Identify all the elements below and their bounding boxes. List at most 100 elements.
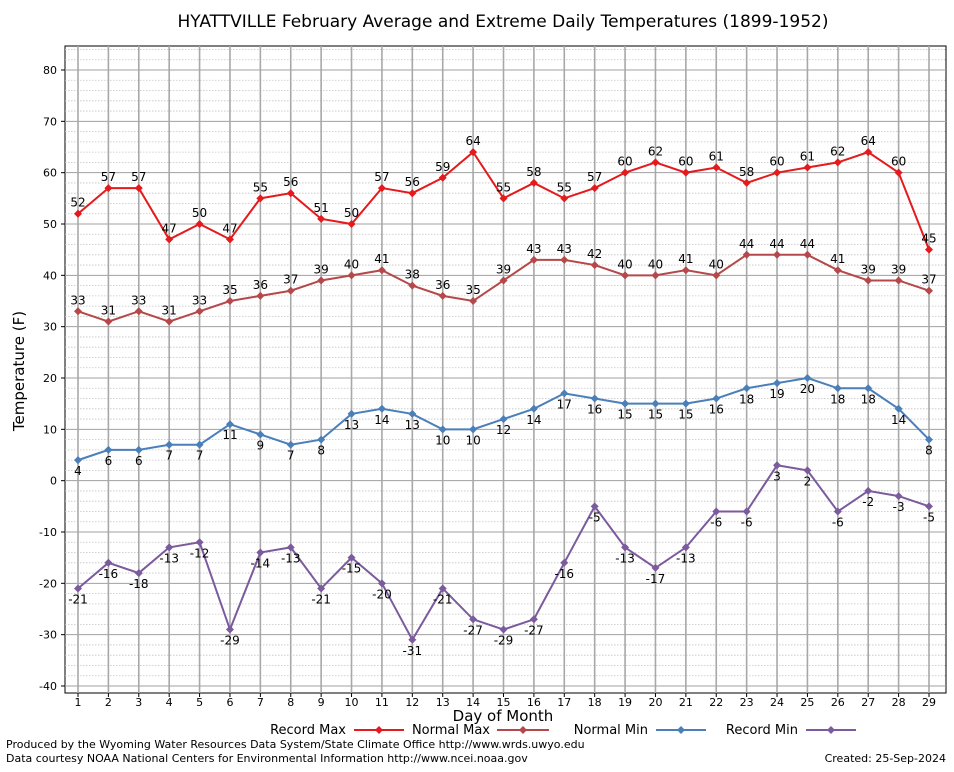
x-tick-label: 16 — [527, 696, 541, 709]
record-max-data-label: 55 — [496, 180, 511, 194]
record-max-point — [712, 163, 721, 172]
record-min-point — [833, 507, 842, 516]
record-max-point — [529, 178, 538, 187]
normal-max-point — [864, 276, 873, 285]
normal-max-data-label: 31 — [162, 304, 177, 318]
normal-max-point — [529, 255, 538, 264]
normal-min-point — [803, 374, 812, 382]
record-max-point — [317, 214, 326, 223]
record-min-data-label: -15 — [342, 562, 362, 576]
record-max-data-label: 57 — [101, 170, 116, 184]
record-min-point — [408, 635, 417, 644]
record-min-point — [286, 543, 295, 552]
record-min-point — [894, 492, 903, 501]
normal-max-data-label: 41 — [374, 252, 389, 266]
record-min-point — [134, 569, 143, 578]
x-tick-label: 12 — [405, 696, 419, 709]
record-max-point — [256, 194, 265, 203]
record-min-data-label: 2 — [804, 474, 812, 488]
x-tick-label: 19 — [618, 696, 632, 709]
record-max-data-label: 50 — [192, 206, 207, 220]
x-tick-label: 8 — [287, 696, 294, 709]
normal-min-data-label: 8 — [317, 444, 325, 458]
footer-created-date: Created: 25-Sep-2024 — [825, 752, 946, 765]
record-min-data-label: -14 — [251, 557, 271, 571]
normal-max-data-label: 39 — [861, 262, 876, 276]
record-min-point — [377, 579, 386, 588]
record-max-point — [742, 178, 751, 187]
normal-max-point — [833, 266, 842, 275]
normal-min-data-label: 14 — [891, 413, 906, 427]
legend-label-record-max: Record Max — [270, 723, 346, 738]
record-min-point — [742, 507, 751, 516]
normal-min-data-label: 13 — [405, 418, 420, 432]
record-max-data-label: 51 — [314, 201, 329, 215]
normal-min-data-label: 10 — [435, 433, 450, 447]
x-tick-label: 9 — [318, 696, 325, 709]
record-max-point — [773, 168, 782, 177]
legend-marker-record-max — [375, 726, 383, 734]
legend-label-record-min: Record Min — [726, 723, 798, 738]
y-tick-label: -20 — [39, 577, 57, 590]
x-tick-label: 10 — [345, 696, 359, 709]
record-max-point — [833, 158, 842, 167]
record-min-data-label: -21 — [68, 592, 88, 606]
normal-max-point — [773, 250, 782, 259]
record-min-point — [529, 615, 538, 624]
legend-label-normal-max: Normal Max — [412, 723, 490, 738]
normal-max-data-label: 39 — [314, 262, 329, 276]
y-tick-label: 0 — [50, 475, 57, 488]
normal-min-data-label: 19 — [769, 387, 784, 401]
record-max-data-label: 56 — [283, 175, 298, 189]
record-min-data-label: -6 — [832, 515, 844, 529]
record-max-data-label: 61 — [709, 150, 724, 164]
normal-max-data-label: 33 — [131, 293, 146, 307]
normal-max-data-label: 40 — [344, 257, 359, 271]
normal-min-point — [256, 430, 265, 439]
record-max-point — [408, 189, 417, 198]
record-max-data-label: 50 — [344, 206, 359, 220]
normal-max-data-label: 39 — [891, 262, 906, 276]
record-min-data-label: -16 — [99, 567, 119, 581]
record-max-point — [621, 168, 630, 177]
record-min-data-label: -13 — [676, 551, 696, 565]
normal-min-data-label: 14 — [526, 413, 541, 427]
normal-min-data-label: 9 — [257, 438, 265, 452]
normal-max-point — [925, 286, 933, 295]
record-min-data-label: -29 — [494, 634, 514, 648]
record-max-data-label: 57 — [374, 170, 389, 184]
y-tick-label: -30 — [39, 629, 57, 642]
x-tick-label: 1 — [75, 696, 82, 709]
y-tick-label: 50 — [43, 218, 57, 231]
normal-min-point — [712, 394, 721, 403]
record-max-point — [925, 245, 933, 254]
y-tick-label: 30 — [43, 321, 57, 334]
record-min-data-label: -2 — [862, 495, 874, 509]
x-tick-label: 26 — [831, 696, 845, 709]
normal-min-data-label: 13 — [344, 418, 359, 432]
record-min-data-label: -17 — [646, 572, 666, 586]
normal-max-point — [377, 266, 386, 275]
normal-min-data-label: 7 — [165, 449, 173, 463]
record-min-point — [925, 502, 933, 511]
normal-max-data-label: 41 — [830, 252, 845, 266]
record-max-data-label: 57 — [131, 170, 146, 184]
record-max-data-label: 62 — [648, 144, 663, 158]
record-max-data-label: 62 — [830, 144, 845, 158]
record-max-point — [681, 168, 690, 177]
record-max-data-label: 60 — [678, 155, 693, 169]
record-max-point — [104, 184, 113, 193]
normal-max-data-label: 40 — [709, 257, 724, 271]
record-max-data-label: 60 — [891, 155, 906, 169]
normal-min-point — [773, 379, 782, 388]
normal-max-data-label: 44 — [739, 237, 754, 251]
normal-min-point — [347, 409, 356, 418]
normal-min-point — [438, 425, 447, 434]
normal-min-point — [225, 420, 234, 429]
normal-max-point — [621, 271, 630, 280]
normal-min-point — [104, 445, 113, 454]
normal-min-data-label: 18 — [861, 392, 876, 406]
x-tick-label: 15 — [497, 696, 511, 709]
normal-min-point — [195, 440, 204, 449]
